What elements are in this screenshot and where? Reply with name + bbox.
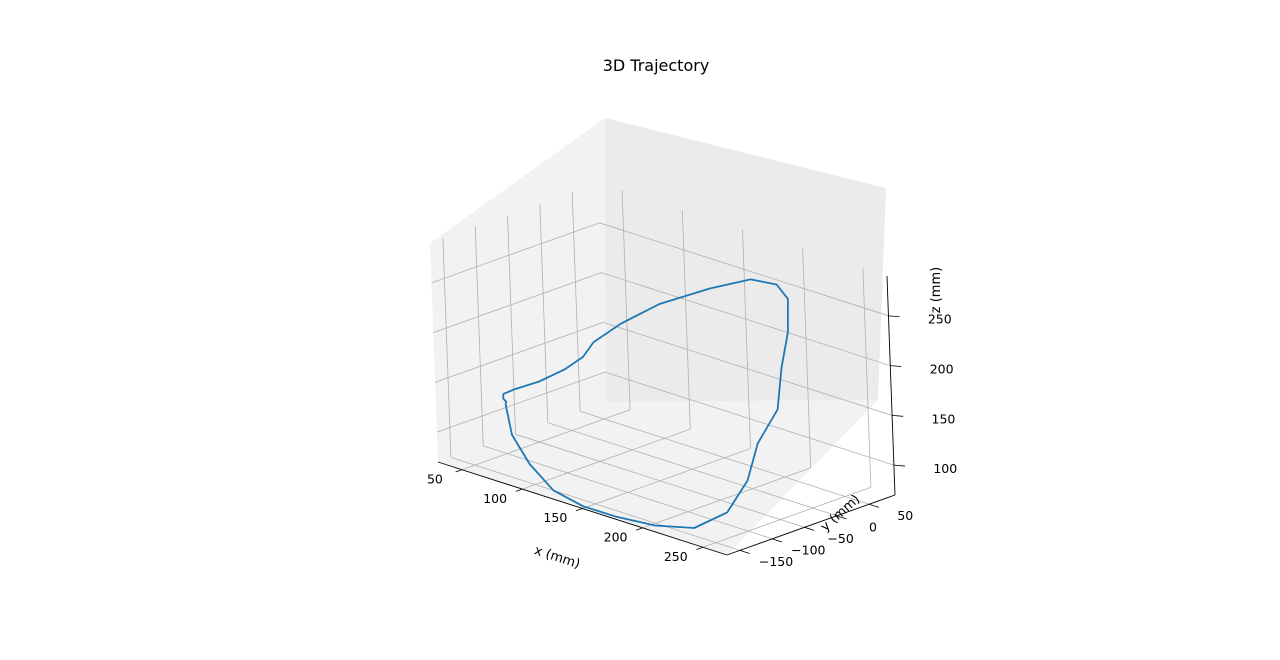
x-tick-label: 150	[543, 510, 567, 525]
z-grid-back	[599, 222, 889, 317]
grid-lines	[431, 190, 895, 551]
y-grid-floor	[547, 422, 837, 517]
y-tick-label: −100	[791, 542, 825, 557]
y-grid-floor	[580, 410, 870, 505]
x-tick	[636, 527, 643, 531]
y-grid-left	[507, 215, 516, 435]
x-tick	[575, 508, 583, 512]
pane-yz-left	[430, 118, 606, 462]
x-tick-label: 50	[427, 471, 443, 486]
x-tick	[515, 488, 523, 492]
x-grid-floor	[461, 409, 631, 471]
x-grid-back	[802, 248, 812, 468]
y-tick	[869, 503, 879, 508]
z-grid-back	[601, 272, 891, 366]
y-grid-left	[442, 238, 452, 458]
x-grid-floor	[582, 448, 751, 509]
z-grid-back	[602, 321, 893, 416]
y-axis-line	[726, 494, 896, 556]
chart-title: 3D Trajectory	[603, 56, 710, 75]
x-tick-label: 200	[604, 530, 628, 545]
y-grid-left	[474, 226, 484, 446]
y-tick-label: −150	[759, 554, 793, 569]
y-grid-floor	[483, 445, 773, 540]
x-tick	[455, 469, 463, 473]
z-grid-back	[604, 371, 895, 466]
z-tick	[892, 414, 904, 417]
y-tick-label: −50	[827, 531, 853, 546]
x-tick-label: 100	[483, 491, 507, 506]
z-tick-label: 150	[932, 411, 956, 426]
y-grid-floor	[515, 433, 805, 528]
z-grid-left	[433, 272, 602, 333]
z-grid-left	[436, 371, 606, 433]
x-grid-back	[681, 210, 691, 430]
x-tick-label: 250	[664, 549, 688, 564]
z-tick	[888, 315, 900, 318]
z-tick-label: 100	[933, 461, 957, 476]
z-grid-left	[431, 222, 600, 284]
y-grid-left	[571, 192, 581, 412]
y-grid-floor	[450, 457, 741, 551]
z-tick	[893, 464, 906, 467]
z-grid-left	[434, 321, 604, 383]
x-axis-line	[437, 461, 728, 556]
y-grid-left	[539, 203, 549, 423]
y-tick	[739, 550, 750, 554]
x-grid-back	[862, 268, 872, 488]
z-axis-line	[886, 275, 896, 496]
trajectory-line	[502, 278, 789, 529]
y-tick	[836, 515, 847, 520]
z-axis-label: z (mm)	[929, 267, 944, 313]
x-axis-label: x (mm)	[532, 543, 582, 572]
y-tick	[772, 538, 782, 543]
x-grid-back	[621, 190, 631, 410]
z-tick-label: 200	[930, 362, 954, 377]
x-grid-floor	[702, 486, 872, 548]
pane-xz-back	[605, 118, 886, 402]
x-grid-floor	[522, 428, 691, 490]
z-tick-label: 250	[928, 312, 952, 327]
y-tick-label: 0	[869, 519, 877, 534]
z-tick	[890, 365, 902, 367]
y-tick	[804, 526, 815, 531]
x-grid-floor	[642, 467, 811, 529]
x-grid-back	[742, 229, 751, 449]
y-tick-label: 50	[897, 508, 913, 523]
x-tick	[696, 546, 704, 550]
axes: 50 100 150 200 250 −150−100−50 0 50 100 150 200 250	[427, 275, 957, 569]
